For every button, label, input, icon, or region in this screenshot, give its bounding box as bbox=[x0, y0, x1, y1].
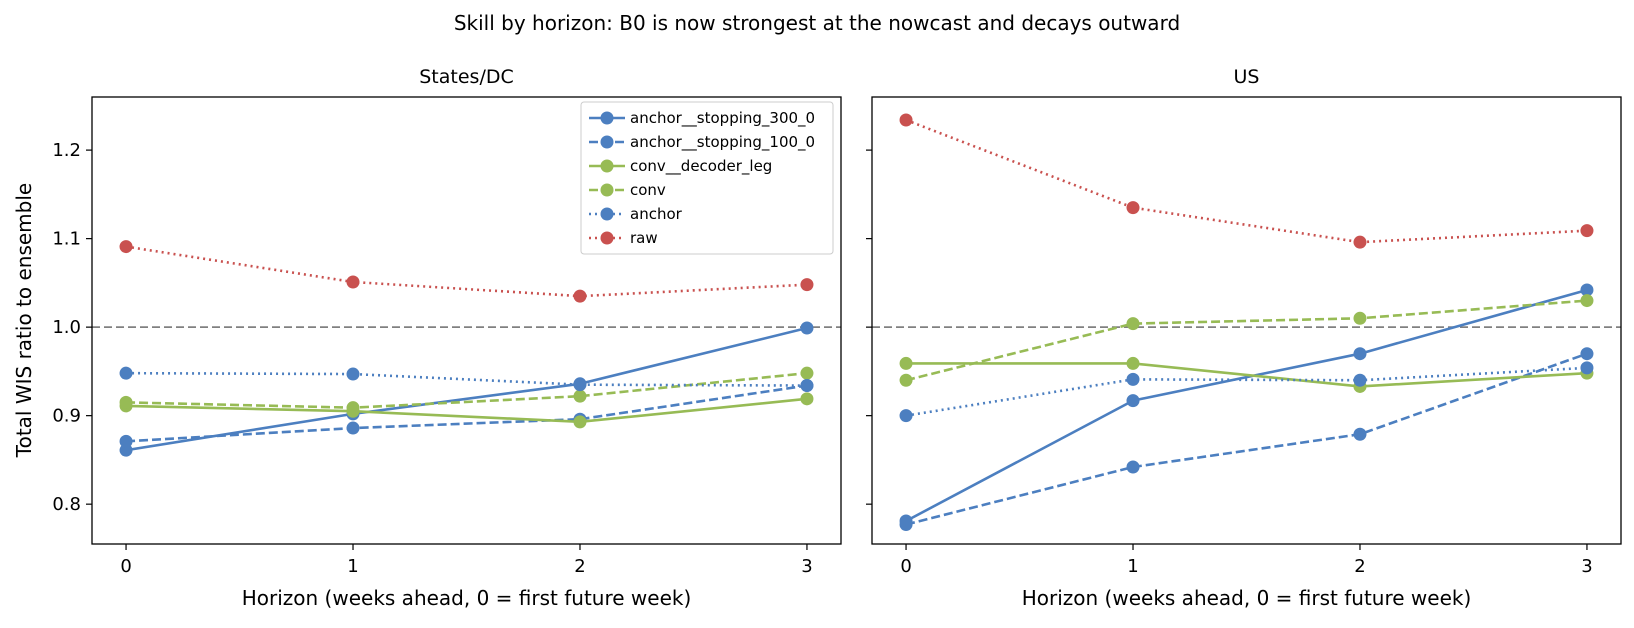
y-tick-label: 1.2 bbox=[52, 140, 81, 161]
y-axis-label: Total WIS ratio to ensemble bbox=[12, 183, 36, 458]
legend-label: conv__decoder_leg bbox=[630, 157, 772, 176]
plot-frame bbox=[871, 96, 1622, 545]
series-line bbox=[905, 288, 1588, 523]
x-axis-label: Horizon (weeks ahead, 0 = first future w… bbox=[1022, 586, 1472, 610]
series-line bbox=[905, 299, 1588, 382]
plot-frame bbox=[91, 96, 842, 545]
x-tick-label: 2 bbox=[574, 556, 585, 577]
data-point bbox=[1353, 427, 1367, 441]
data-point bbox=[1580, 294, 1594, 308]
series-line bbox=[905, 352, 1588, 526]
data-point bbox=[346, 275, 360, 289]
chart-suptitle: Skill by horizon: B0 is now strongest at… bbox=[454, 11, 1180, 35]
legend-swatch-marker bbox=[600, 183, 614, 197]
legend-swatch-marker bbox=[600, 111, 614, 125]
x-tick-label: 1 bbox=[1127, 556, 1138, 577]
data-point bbox=[119, 240, 133, 254]
data-point bbox=[1353, 347, 1367, 361]
series-line bbox=[125, 326, 808, 452]
x-tick-label: 2 bbox=[1354, 556, 1365, 577]
legend-label: raw bbox=[630, 229, 658, 247]
y-tick-label: 1.1 bbox=[52, 229, 81, 250]
x-tick-label: 1 bbox=[347, 556, 358, 577]
panel-1: States/DC 0 1 2 3 0.8 0.9 1.0 1.1 1.2 Horizon (wee… bbox=[52, 66, 842, 610]
data-point bbox=[1580, 347, 1594, 361]
legend-swatch-marker bbox=[600, 231, 614, 245]
panels-group: States/DC 0 1 2 3 0.8 0.9 1.0 1.1 1.2 Horizon (wee… bbox=[52, 66, 1622, 610]
data-point bbox=[1126, 372, 1140, 386]
data-point bbox=[899, 518, 913, 532]
x-tick-label: 3 bbox=[1581, 556, 1592, 577]
series-line bbox=[905, 366, 1588, 417]
data-point bbox=[573, 389, 587, 403]
legend-label: anchor bbox=[630, 205, 683, 223]
data-point bbox=[1353, 311, 1367, 325]
series-line bbox=[125, 245, 808, 298]
legend-label: anchor__stopping_100_0 bbox=[630, 133, 815, 152]
data-point bbox=[119, 395, 133, 409]
data-point bbox=[899, 113, 913, 127]
y-tick-label: 0.8 bbox=[52, 494, 81, 515]
x-tick-label: 0 bbox=[120, 556, 131, 577]
data-point bbox=[1126, 356, 1140, 370]
legend: anchor__stopping_300_0 anchor__stopping_1… bbox=[580, 101, 834, 255]
data-point bbox=[1126, 394, 1140, 408]
data-point bbox=[899, 409, 913, 423]
data-point bbox=[1580, 224, 1594, 238]
data-point bbox=[346, 421, 360, 435]
data-point bbox=[1126, 460, 1140, 474]
data-point bbox=[800, 379, 814, 393]
series-line bbox=[905, 118, 1588, 244]
data-point bbox=[800, 278, 814, 292]
data-point bbox=[119, 366, 133, 380]
y-tick-label: 1.0 bbox=[52, 317, 81, 338]
legend-swatch-marker bbox=[600, 207, 614, 221]
data-point bbox=[800, 392, 814, 406]
x-axis-label: Horizon (weeks ahead, 0 = first future w… bbox=[242, 586, 692, 610]
data-point bbox=[899, 373, 913, 387]
data-point bbox=[1580, 283, 1594, 297]
series-line bbox=[125, 384, 808, 443]
legend-label: anchor__stopping_300_0 bbox=[630, 109, 815, 128]
panel-2: US 0 1 2 3 Horizon (weeks ahead, 0 = first fu… bbox=[866, 66, 1622, 610]
data-point bbox=[1580, 361, 1594, 375]
panel-title: States/DC bbox=[419, 66, 514, 88]
data-point bbox=[1353, 373, 1367, 387]
panel-title: US bbox=[1234, 66, 1260, 88]
data-point bbox=[573, 415, 587, 429]
legend-swatch-marker bbox=[600, 159, 614, 173]
series-line bbox=[126, 397, 808, 424]
data-point bbox=[1353, 235, 1367, 249]
data-point bbox=[1126, 317, 1140, 331]
legend-label: conv bbox=[630, 181, 666, 199]
data-point bbox=[800, 321, 814, 335]
data-point bbox=[899, 356, 913, 370]
data-point bbox=[346, 367, 360, 381]
data-point bbox=[1126, 201, 1140, 215]
x-tick-label: 0 bbox=[900, 556, 911, 577]
series-line bbox=[906, 362, 1588, 388]
data-point bbox=[800, 366, 814, 380]
data-point bbox=[573, 378, 587, 392]
legend-frame bbox=[580, 101, 834, 255]
x-tick-label: 3 bbox=[801, 556, 812, 577]
data-point bbox=[119, 434, 133, 448]
data-point bbox=[573, 289, 587, 303]
series-line bbox=[126, 371, 808, 409]
legend-swatch-marker bbox=[600, 135, 614, 149]
data-point bbox=[346, 401, 360, 415]
y-tick-label: 0.9 bbox=[52, 406, 81, 427]
